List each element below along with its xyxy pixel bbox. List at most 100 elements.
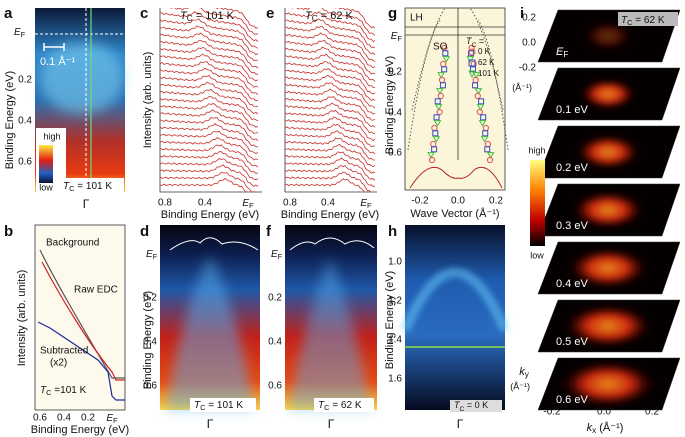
edc-curve: [160, 32, 259, 62]
label: TC = 101 K: [63, 181, 112, 193]
panel-label: i: [520, 5, 524, 22]
edc-curve: [285, 96, 376, 121]
tick-label: 0.0: [522, 38, 536, 49]
edc-curve: [160, 88, 259, 115]
edc-curve: [169, 8, 259, 35]
label: TC = 62 K: [318, 400, 362, 412]
band-glow: [40, 42, 124, 114]
data-point: [432, 136, 441, 143]
label: Γ: [457, 417, 464, 431]
tick-label: 1.0: [388, 257, 402, 268]
data-point: [436, 108, 443, 116]
text-part: k: [519, 366, 525, 378]
tick-label: 0.4: [18, 116, 32, 127]
data-point: [470, 66, 477, 73]
tick-label: 0.4: [388, 108, 402, 119]
tick-label: 0.6: [388, 148, 402, 159]
data-point: [472, 72, 481, 79]
edc-curve: [160, 171, 257, 192]
edc-curve: [285, 61, 376, 88]
label: ky: [519, 366, 530, 379]
text-part: T: [305, 10, 313, 22]
colorbar: [530, 160, 545, 246]
edc-curve: [160, 25, 259, 56]
text-part: E: [360, 198, 367, 209]
kspace-slices: [537, 9, 681, 411]
label: TC = 62 K: [621, 15, 665, 27]
legend-label: 101 K: [478, 69, 500, 78]
data-point: [437, 92, 444, 100]
data-point: [432, 130, 439, 137]
subscript: F: [563, 50, 568, 59]
text-part: = 0 K: [464, 400, 488, 410]
edc-curve: [160, 177, 247, 192]
data-point: [480, 136, 489, 143]
axes: [284, 8, 377, 193]
label: TC = 101 K: [180, 10, 235, 23]
edc-curve: [160, 130, 259, 155]
subscript: C: [312, 14, 318, 23]
edc-curve: [160, 103, 259, 128]
edc-curve: [285, 157, 376, 181]
label-box: [314, 398, 374, 412]
panel-label: h: [388, 223, 397, 240]
colorbar: [39, 145, 53, 183]
data-point: [474, 88, 483, 95]
data-point: [482, 130, 489, 137]
text-part: T: [194, 400, 201, 411]
axis-label: Binding Energy (eV): [31, 424, 129, 436]
edc-curve: [160, 46, 258, 75]
data-point: [486, 152, 495, 159]
edc-curve: [160, 67, 259, 96]
edc-curve: [160, 151, 259, 174]
edc-curve: [285, 88, 376, 115]
label: Γ: [83, 197, 90, 211]
slice-label: 0.3 eV: [556, 220, 588, 232]
axis-label: Binding Energy (eV): [161, 209, 259, 221]
text-part: = 62 K: [330, 400, 362, 411]
label-box: [450, 400, 502, 412]
edc-curve: [285, 130, 376, 155]
edc-curve: [285, 123, 376, 148]
edc-curve: [285, 11, 376, 42]
edc-curve: [285, 143, 376, 168]
tick-label: 1.4: [388, 335, 402, 346]
intensity-spot: [568, 248, 648, 288]
subscript: F: [367, 201, 372, 210]
tick-label: 0.4: [198, 198, 212, 209]
mdc-curve: [289, 237, 375, 251]
tick-label: 0.2: [388, 67, 402, 78]
tick-label: 0.6: [143, 381, 157, 392]
plot-frame: [404, 7, 506, 191]
data-point: [435, 88, 444, 95]
label: SO: [433, 42, 448, 53]
edc-curve: [285, 109, 376, 135]
tick-label: 0.2: [81, 413, 95, 424]
axis-label: Intensity (arb. units): [16, 270, 28, 367]
tick-label: 0.4: [321, 198, 335, 209]
intensity-spot: [576, 135, 640, 169]
edc-curve: [160, 74, 259, 102]
text-part: =101 K: [52, 385, 87, 396]
data-point: [466, 56, 475, 63]
label: Γ: [207, 417, 214, 431]
edc-curve: [160, 53, 259, 82]
data-point: [442, 56, 451, 63]
text-part: E: [106, 413, 113, 424]
panel-label: g: [388, 5, 397, 22]
axis-label: Binding Energy (eV): [384, 56, 396, 154]
subscript: C: [69, 184, 75, 193]
tick-label: 0.6: [18, 157, 32, 168]
edc-curve: [285, 74, 376, 101]
subscript: C: [46, 388, 52, 397]
data-point: [427, 152, 435, 159]
text-part: E: [242, 198, 249, 209]
text-part: = 101 K: [193, 10, 235, 22]
label-box: [60, 178, 124, 192]
text-part: E: [271, 249, 278, 260]
tick-label: 0.4: [143, 337, 157, 348]
axis-label: kx (Å⁻¹): [587, 421, 624, 435]
axis-label: Binding Energy (eV): [384, 271, 396, 369]
label: TC = 101 K: [194, 400, 243, 412]
